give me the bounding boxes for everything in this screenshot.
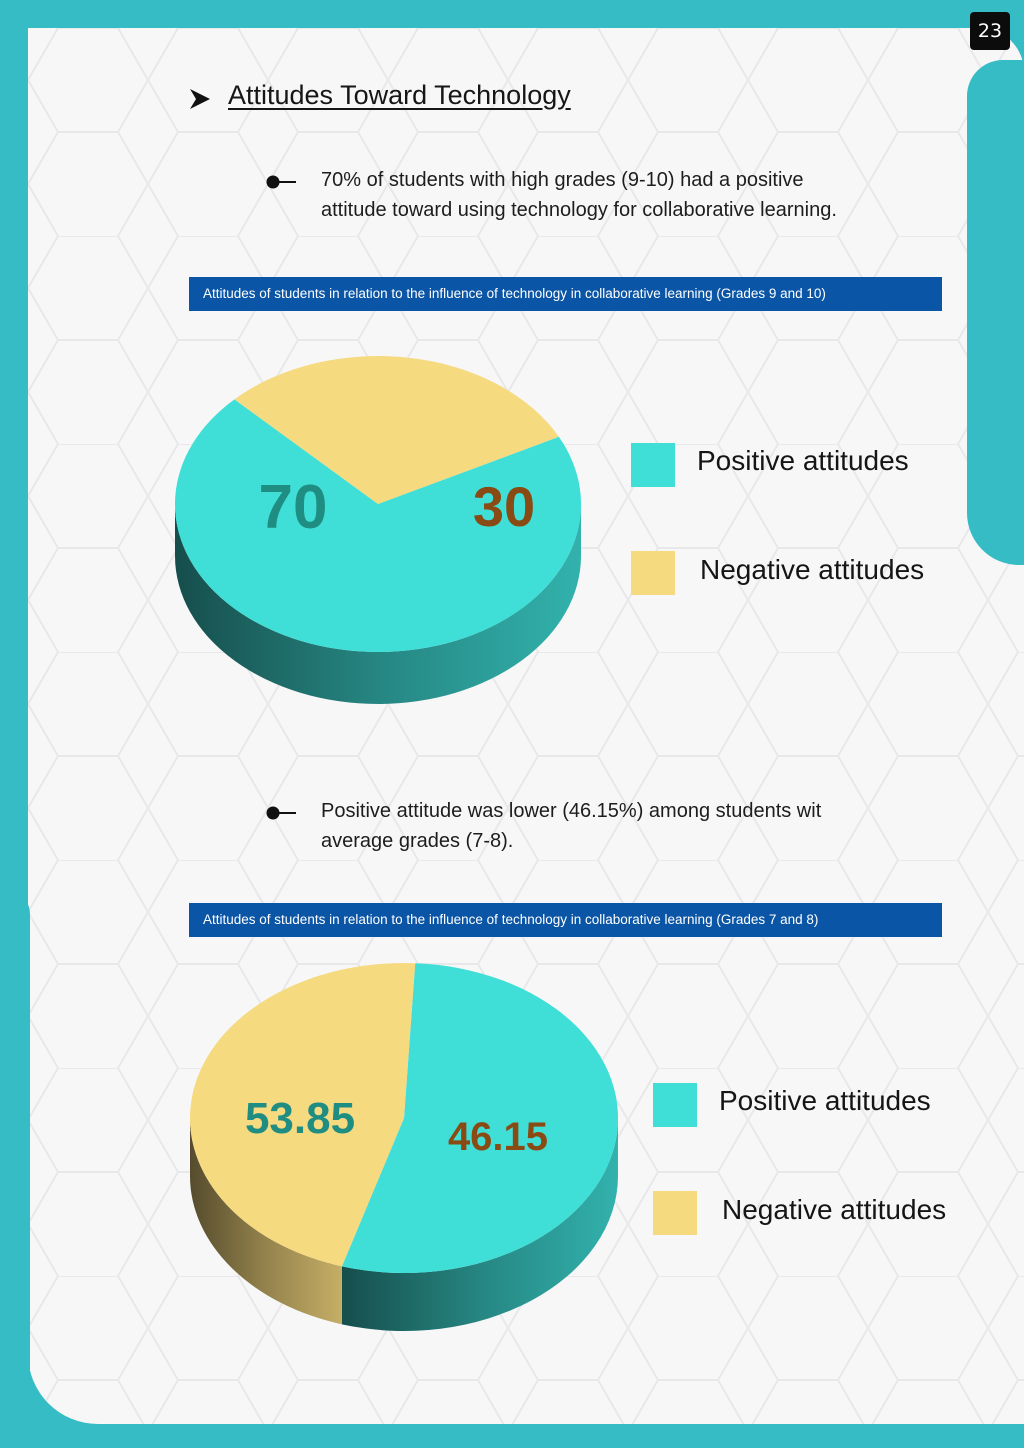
chart-caption-2: Attitudes of students in relation to the… — [189, 903, 942, 937]
bullet-dot-icon — [266, 175, 296, 189]
legend-label-negative: Negative attitudes — [722, 1194, 947, 1225]
legend-swatch-positive — [631, 443, 675, 487]
bullet-text-2: Positive attitude was lower (46.15%) amo… — [321, 796, 821, 856]
legend-label-positive: Positive attitudes — [697, 445, 909, 476]
chart-caption-1: Attitudes of students in relation to the… — [189, 277, 942, 311]
bullet-2-line-1: Positive attitude was lower (46.15%) amo… — [321, 800, 822, 822]
section-heading: Attitudes Toward Technology — [228, 80, 571, 110]
legend-swatch-positive — [653, 1083, 697, 1127]
legend-label-positive: Positive attitudes — [719, 1085, 931, 1116]
legend-swatch-negative — [653, 1191, 697, 1235]
left-frame-band — [0, 885, 30, 1385]
right-frame-band — [967, 60, 1024, 565]
bullet-text-1: 70% of students with high grades (9-10) … — [321, 165, 837, 225]
legend-swatch-negative — [631, 551, 675, 595]
chevron-right-icon — [190, 89, 210, 109]
bullet-dot-icon — [266, 806, 296, 820]
legend-label-negative: Negative attitudes — [700, 554, 925, 585]
page-number: 23 — [970, 12, 1010, 50]
bullet-2-line-2: average grades (7-8). — [321, 830, 514, 852]
bullet-1-line-1: 70% of students with high grades (9-10) … — [321, 169, 804, 191]
bullet-1-line-2: attitude toward using technology for col… — [321, 199, 837, 221]
